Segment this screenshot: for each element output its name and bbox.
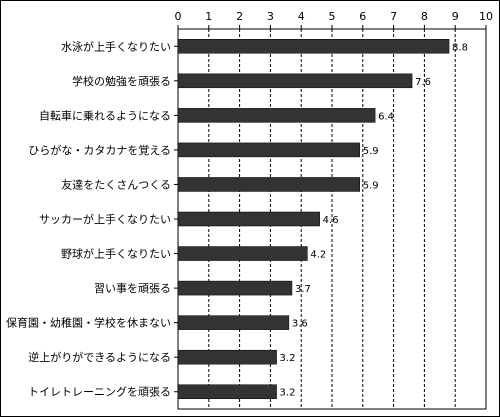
bar-7 (177, 280, 293, 296)
category-label-5: サッカーが上手くなりたい (39, 212, 171, 226)
x-tick-label-0: 0 (175, 10, 182, 23)
bar-8 (177, 315, 290, 330)
data-label-4: 5.9 (363, 180, 379, 191)
category-label-8: 保育園・幼稚園・学校を休まない (6, 316, 171, 330)
data-label-5: 4.6 (323, 215, 339, 226)
bar-5 (177, 211, 320, 227)
x-tick-label-8: 8 (421, 10, 428, 23)
bar-6 (177, 246, 308, 261)
x-tick-label-9: 9 (452, 10, 459, 23)
x-tick-label-10: 10 (479, 10, 493, 23)
bar-3 (177, 142, 360, 158)
data-label-0: 8.8 (452, 42, 468, 53)
data-label-7: 3.7 (295, 284, 311, 295)
category-label-7: 習い事を頑張る (94, 282, 171, 295)
data-label-1: 7.6 (415, 77, 431, 88)
x-tick-label-7: 7 (390, 10, 397, 23)
x-tick-label-5: 5 (329, 10, 336, 23)
category-label-10: トイレトレーニングを頑張る (28, 385, 171, 399)
bar-4 (177, 177, 360, 192)
category-label-0: 水泳が上手くなりたい (61, 39, 171, 53)
category-label-6: 野球が上手くなりたい (61, 247, 171, 261)
category-label-3: ひらがな・カタカナを覚える (28, 143, 171, 157)
data-label-3: 5.9 (363, 146, 379, 157)
data-label-9: 3.2 (280, 353, 296, 364)
bar-10 (177, 384, 277, 399)
data-label-8: 3.6 (292, 319, 308, 330)
x-tick-label-2: 2 (236, 10, 243, 23)
x-tick-label-1: 1 (205, 10, 212, 23)
category-label-2: 自転車に乗れるようになる (39, 108, 171, 122)
category-label-4: 友達をたくさんつくる (61, 177, 171, 191)
bar-0 (177, 39, 450, 54)
data-label-10: 3.2 (280, 388, 296, 399)
data-label-6: 4.2 (310, 250, 326, 261)
x-tick-label-6: 6 (359, 10, 366, 23)
bar-9 (177, 349, 277, 365)
x-tick-label-4: 4 (298, 10, 305, 23)
bar-2 (177, 108, 376, 123)
category-label-9: 逆上がりができるようになる (28, 350, 171, 364)
bar-1 (177, 73, 413, 89)
x-tick-label-3: 3 (267, 10, 274, 23)
category-label-1: 学校の勉強を頑張る (72, 74, 171, 88)
data-label-2: 6.4 (378, 111, 394, 122)
